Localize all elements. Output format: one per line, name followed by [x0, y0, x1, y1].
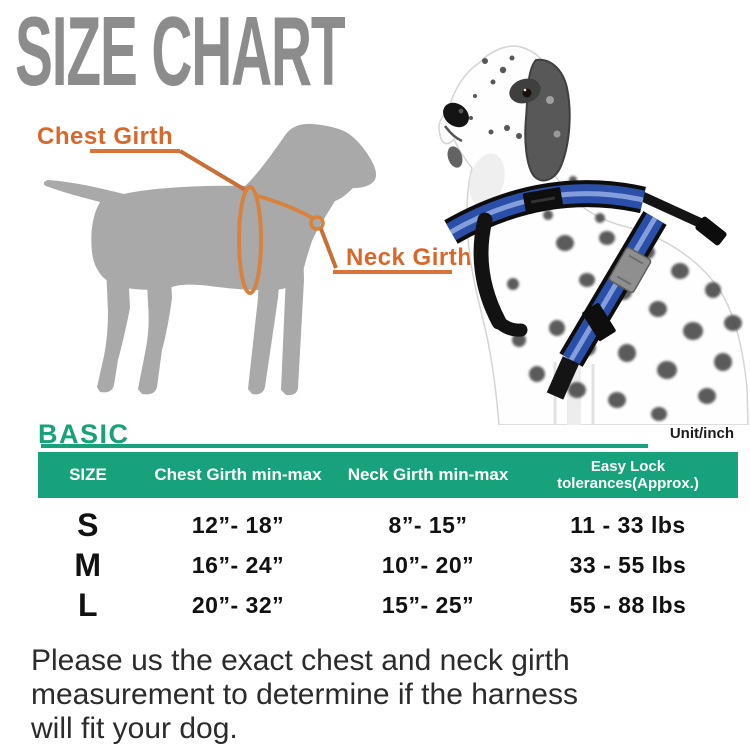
chest-girth-leader-line [178, 149, 249, 193]
weight-cell: 33 - 55 lbs [569, 551, 687, 578]
weight-cell: 11 - 33 lbs [570, 511, 686, 538]
mouth-line [443, 125, 463, 143]
girth-band [546, 211, 667, 400]
chest-strap-end [492, 315, 528, 337]
reflective-sleeve [608, 246, 652, 294]
table-row-m: M 16”- 24” 10”- 20” 33 - 55 lbs [38, 545, 738, 585]
chest-girth-label: Chest Girth [37, 123, 173, 150]
table-row-s: S 12”- 18” 8”- 15” 11 - 33 lbs [38, 505, 738, 545]
neck-girth-cell: 8”- 15” [388, 511, 468, 538]
head-spots [469, 55, 522, 139]
chest-girth-cell: 12”- 18” [191, 511, 285, 538]
page-title: SIZE CHART [15, 0, 346, 106]
neck-girth-leader-line [319, 228, 338, 269]
side-buckle [695, 216, 727, 246]
fit-note: Please us the exact chest and neck girth… [31, 644, 736, 746]
chest-girth-cell: 20”- 32” [191, 591, 285, 618]
nose-highlight [458, 108, 464, 114]
size-cell: M [74, 546, 102, 583]
column-header-chest-girth: Chest Girth min-max [154, 465, 322, 485]
series-underline [41, 444, 648, 448]
eye-glint [523, 88, 527, 92]
fit-note-line: will fit your dog. [31, 712, 238, 745]
size-table: SIZE Chest Girth min-max Neck Girth min-… [38, 452, 738, 625]
shoulder-strap [632, 189, 712, 231]
column-header-size: SIZE [69, 465, 107, 485]
dog-silhouette [43, 123, 377, 396]
ear [524, 58, 571, 182]
weight-cell: 55 - 88 lbs [569, 591, 687, 618]
size-table-header-row: SIZE Chest Girth min-max Neck Girth min-… [38, 452, 738, 498]
column-header-easy-lock: Easy Lock tolerances(Approx.) [557, 457, 699, 492]
column-header-neck-girth: Neck Girth min-max [347, 465, 509, 485]
fit-note-line: Please us the exact chest and neck girth [31, 644, 570, 677]
neck-girth-cell: 15”- 25” [381, 591, 475, 618]
measurement-diagram: Chest Girth Neck Girth [37, 123, 472, 396]
nose [443, 102, 469, 128]
chest-girth-ellipse [237, 185, 263, 295]
ear-spot [546, 96, 554, 104]
girth-adjuster [582, 303, 616, 341]
jowl [447, 146, 463, 168]
neck-girth-cell: 10”- 20” [381, 551, 475, 578]
neck-girth-label: Neck Girth [346, 244, 472, 271]
ear-spot [553, 130, 561, 138]
chest-strap [473, 212, 507, 330]
neck-shading [469, 153, 505, 207]
neck-adjuster [522, 187, 564, 213]
table-row-l: L 20”- 32” 15”- 25” 55 - 88 lbs [38, 585, 738, 625]
size-cell: L [77, 586, 99, 623]
harness-strap-line [257, 194, 316, 221]
chest-girth-cell: 16”- 24” [191, 551, 285, 578]
dalmatian-photo [438, 45, 749, 425]
harness [444, 180, 727, 400]
fit-note-line: measurement to determine if the harness [31, 678, 578, 711]
size-cell: S [77, 506, 99, 543]
neck-girth-loop [309, 215, 325, 231]
unit-label: Unit/inch [669, 425, 734, 442]
